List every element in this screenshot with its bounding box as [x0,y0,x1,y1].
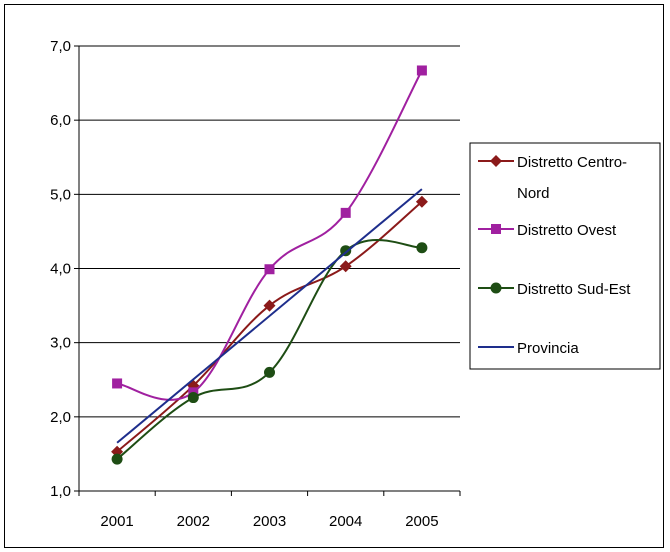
legend-marker-distretto-ovest [491,224,501,234]
legend-symbols [478,155,514,348]
y-tick-label: 6,0 [50,112,71,129]
data-point-distretto-centro-nord [415,195,428,208]
data-point-distretto-ovest [112,378,123,389]
x-tick-label: 2003 [253,513,286,530]
series-distretto-centro-nord [111,195,428,458]
data-point-distretto-sud-est [187,392,199,404]
legend-label-provincia: Provincia [517,340,579,357]
legend-border [469,142,661,370]
y-tick-label: 4,0 [50,261,71,278]
legend-item-ovest: Distretto Ovest [517,222,617,239]
data-point-distretto-sud-est [416,242,428,254]
y-tick-label: 2,0 [50,409,71,426]
legend-item-centro-nord: Distretto Centro- Nord [517,154,627,202]
legend-item-provincia: Provincia [517,340,579,357]
data-point-distretto-sud-est [111,453,123,465]
legend-label-centro-nord-line2: Nord [517,185,550,202]
data-point-distretto-centro-nord [339,260,352,273]
x-tick-label: 2001 [100,513,133,530]
y-tick-label: 3,0 [50,335,71,352]
legend-label-sud-est: Distretto Sud-Est [517,281,631,298]
legend-marker-distretto-centro-nord [490,155,502,167]
legend-label-centro-nord-line1: Distretto Centro- [517,154,627,171]
x-tick-label: 2005 [405,513,438,530]
y-tick-label: 7,0 [50,38,71,55]
data-point-distretto-sud-est [340,245,352,257]
y-tick-label: 1,0 [50,483,71,500]
data-point-distretto-ovest [416,65,427,76]
legend-marker-distretto-sud-est [490,282,502,294]
series-line-provincia [116,188,423,444]
series-provincia [116,188,423,444]
axis-layer: 1,0 2,0 3,0 4,0 5,0 6,0 7,0 2001 2002 2003 2004 200… [50,38,461,530]
legend-label-ovest: Distretto Ovest [517,222,617,239]
y-tick-label: 5,0 [50,186,71,203]
legend: Distretto Centro- Nord Distretto Ovest D… [469,142,661,370]
series-distretto-sud-est [111,239,428,465]
data-point-distretto-sud-est [264,366,275,378]
x-tick-label: 2002 [177,513,210,530]
x-tick-label: 2004 [329,513,362,530]
data-point-distretto-ovest [264,264,275,275]
series-distretto-ovest [112,65,427,401]
legend-item-sud-est: Distretto Sud-Est [517,281,631,298]
data-point-distretto-centro-nord [263,299,276,312]
data-point-distretto-ovest [340,207,351,218]
series-layer [111,65,428,465]
